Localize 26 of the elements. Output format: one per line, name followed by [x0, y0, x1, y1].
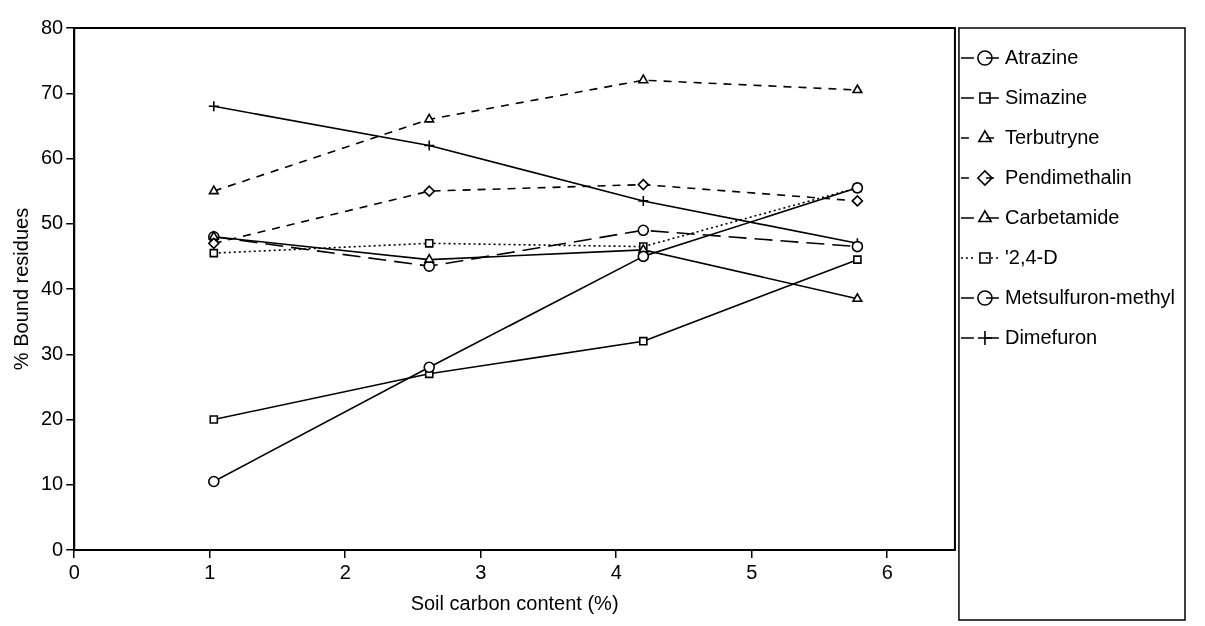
- y-tick-label: 50: [41, 211, 64, 234]
- y-tick-label: 20: [41, 407, 64, 430]
- x-tick-label: 2: [339, 560, 351, 583]
- y-tick-label: 70: [41, 80, 64, 103]
- y-tick-label: 10: [41, 472, 64, 495]
- y-tick-label: 40: [41, 276, 64, 299]
- x-axis-title: Soil carbon content (%): [410, 591, 619, 614]
- legend-label: Carbetamide: [1004, 205, 1120, 228]
- legend-label: Terbutryne: [1004, 125, 1100, 148]
- legend-label: Dimefuron: [1004, 325, 1098, 348]
- legend-label: Pendimethalin: [1004, 165, 1132, 188]
- y-tick-label: 30: [41, 341, 64, 364]
- x-tick-label: 3: [475, 560, 487, 583]
- y-axis-title: % Bound residues: [9, 207, 32, 371]
- legend-label: '2,4-D: [1004, 245, 1058, 268]
- y-tick-label: 0: [52, 537, 64, 560]
- x-tick-label: 4: [610, 560, 622, 583]
- legend-label: Atrazine: [1004, 45, 1079, 68]
- y-tick-label: 80: [41, 15, 64, 38]
- x-tick-label: 0: [68, 560, 80, 583]
- legend-label: Simazine: [1004, 85, 1088, 108]
- x-tick-label: 5: [746, 560, 758, 583]
- y-tick-label: 60: [41, 146, 64, 169]
- legend-label: Metsulfuron-methyl: [1004, 285, 1175, 308]
- x-tick-label: 1: [204, 560, 216, 583]
- x-tick-label: 6: [881, 560, 893, 583]
